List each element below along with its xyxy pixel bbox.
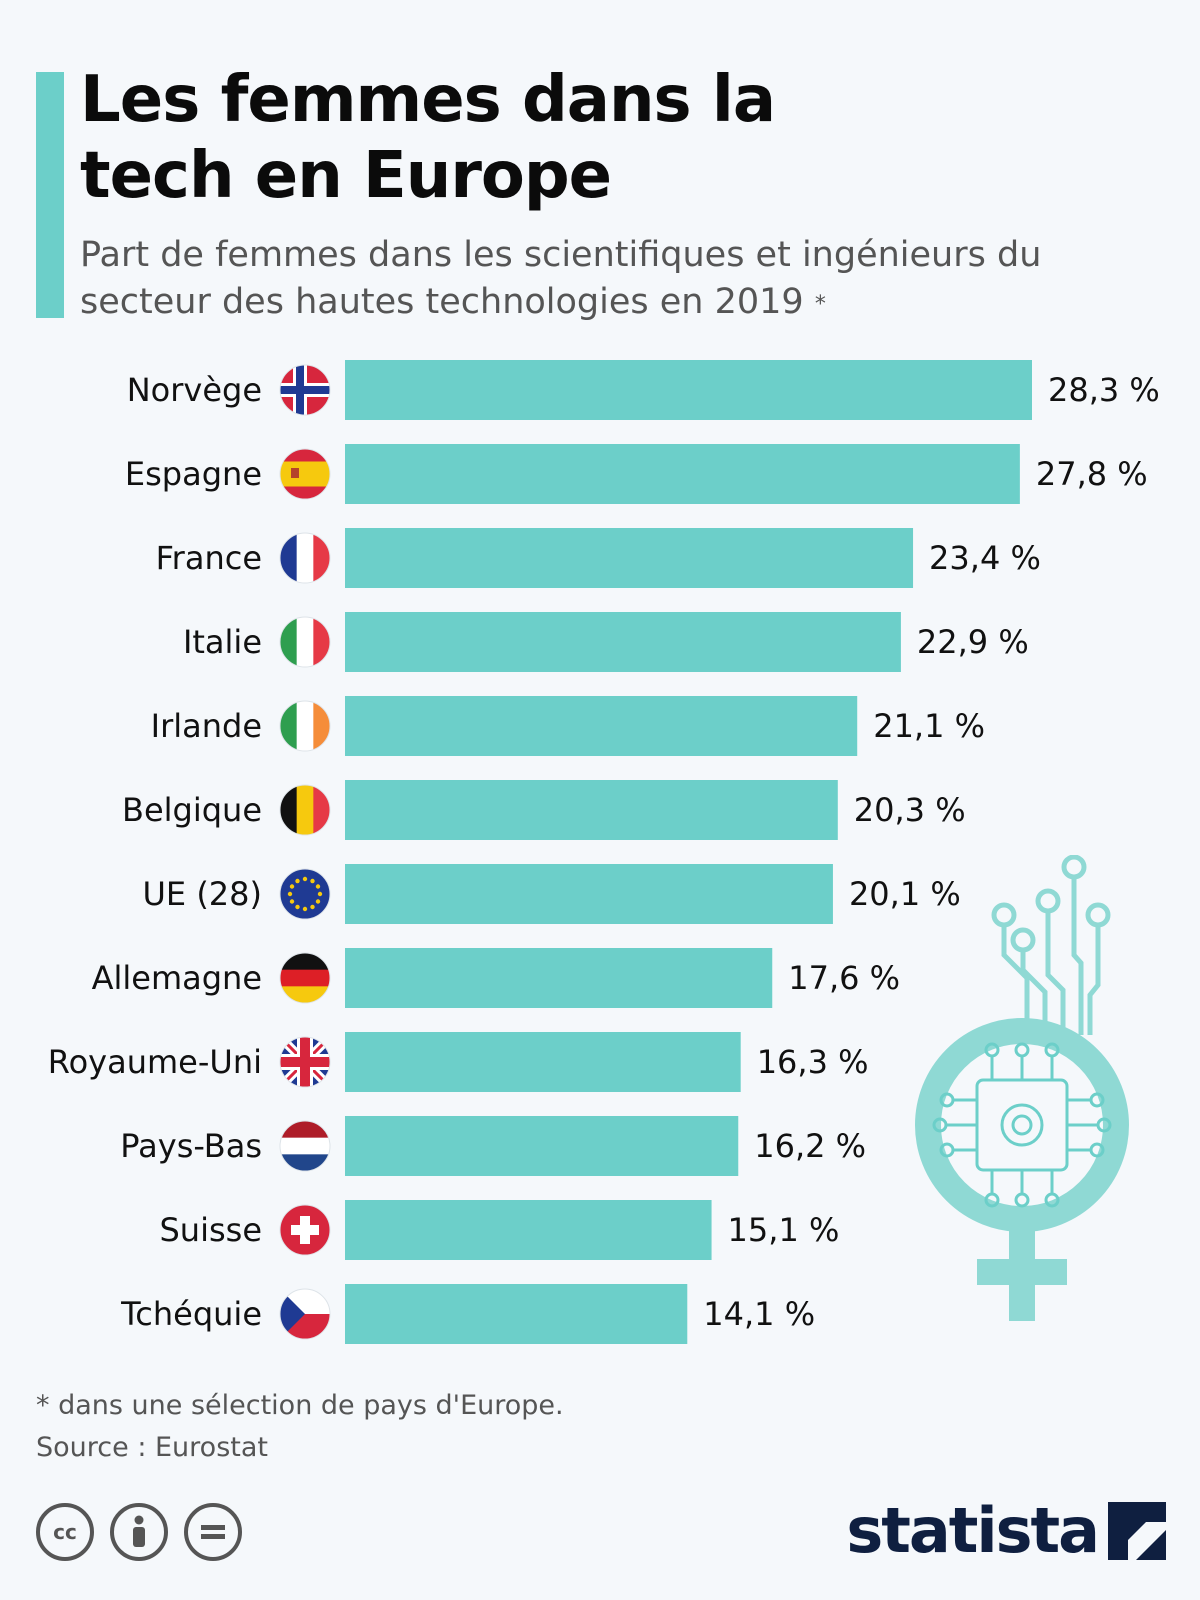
flag-ireland-icon	[279, 700, 331, 752]
flag-italy-icon	[279, 616, 331, 668]
bar-chart: Norvège 28,3 % Espagne 27,8 % France 23,4 % It…	[48, 360, 1160, 1344]
flag-eu-icon	[279, 868, 331, 920]
value-label: 14,1 %	[703, 1295, 815, 1333]
category-label: Belgique	[122, 791, 262, 829]
category-label: Norvège	[127, 371, 262, 409]
category-label: Italie	[183, 623, 262, 661]
category-label: Suisse	[159, 1211, 262, 1249]
statista-logo-icon	[1108, 1501, 1166, 1560]
bar	[345, 864, 833, 924]
license-icons: cc	[36, 1503, 242, 1561]
footnote: * dans une sélection de pays d'Europe.	[36, 1390, 564, 1421]
bar	[345, 948, 773, 1008]
value-label: 16,2 %	[754, 1127, 866, 1165]
flag-netherlands-icon	[279, 1120, 331, 1172]
source-note: Source : Eurostat	[36, 1432, 268, 1463]
statista-logo: statista	[846, 1494, 1166, 1567]
bar	[345, 612, 901, 672]
female-tech-illustration	[915, 855, 1129, 1321]
category-label: Espagne	[125, 455, 262, 493]
flag-norway-icon	[279, 364, 331, 416]
bar	[345, 528, 914, 588]
value-label: 27,8 %	[1036, 455, 1148, 493]
flag-spain-icon	[279, 448, 331, 500]
subtitle-asterisk: *	[814, 292, 826, 317]
category-label: Royaume-Uni	[48, 1043, 262, 1081]
flag-belgium-icon	[279, 784, 331, 836]
bar	[345, 1284, 688, 1344]
value-label: 22,9 %	[917, 623, 1029, 661]
category-label: Irlande	[151, 707, 262, 745]
value-label: 23,4 %	[929, 539, 1041, 577]
value-label: 20,3 %	[854, 791, 966, 829]
subtitle-text: Part de femmes dans les scientifiques et…	[80, 235, 1042, 322]
value-label: 21,1 %	[873, 707, 985, 745]
flag-switzerland-icon	[279, 1204, 331, 1256]
bar	[345, 780, 838, 840]
cc-icon[interactable]: cc	[36, 1503, 94, 1561]
accent-bar	[36, 72, 64, 318]
flag-uk-icon	[279, 1036, 331, 1088]
bar	[345, 360, 1032, 420]
nd-icon[interactable]	[184, 1503, 242, 1561]
category-label: Allemagne	[92, 959, 262, 997]
flag-germany-icon	[279, 952, 331, 1004]
svg-text:cc: cc	[53, 1520, 77, 1544]
flag-france-icon	[279, 532, 331, 584]
bar	[345, 1200, 712, 1260]
bar	[345, 444, 1020, 504]
value-label: 20,1 %	[849, 875, 961, 913]
brand-name: statista	[846, 1494, 1100, 1567]
chart-title: Les femmes dans la tech en Europe	[80, 63, 776, 213]
chart-subtitle: Part de femmes dans les scientifiques et…	[80, 232, 1080, 326]
flag-czechia-icon	[279, 1288, 331, 1340]
bar	[345, 1116, 739, 1176]
value-label: 15,1 %	[728, 1211, 840, 1249]
value-label: 17,6 %	[788, 959, 900, 997]
category-label: Tchéquie	[120, 1295, 262, 1333]
value-label: 16,3 %	[757, 1043, 869, 1081]
category-label: UE (28)	[143, 875, 263, 913]
by-icon[interactable]	[110, 1503, 168, 1561]
bar	[345, 1032, 741, 1092]
value-label: 28,3 %	[1048, 371, 1160, 409]
category-label: France	[156, 539, 262, 577]
bar	[345, 696, 858, 756]
category-label: Pays-Bas	[120, 1127, 262, 1165]
